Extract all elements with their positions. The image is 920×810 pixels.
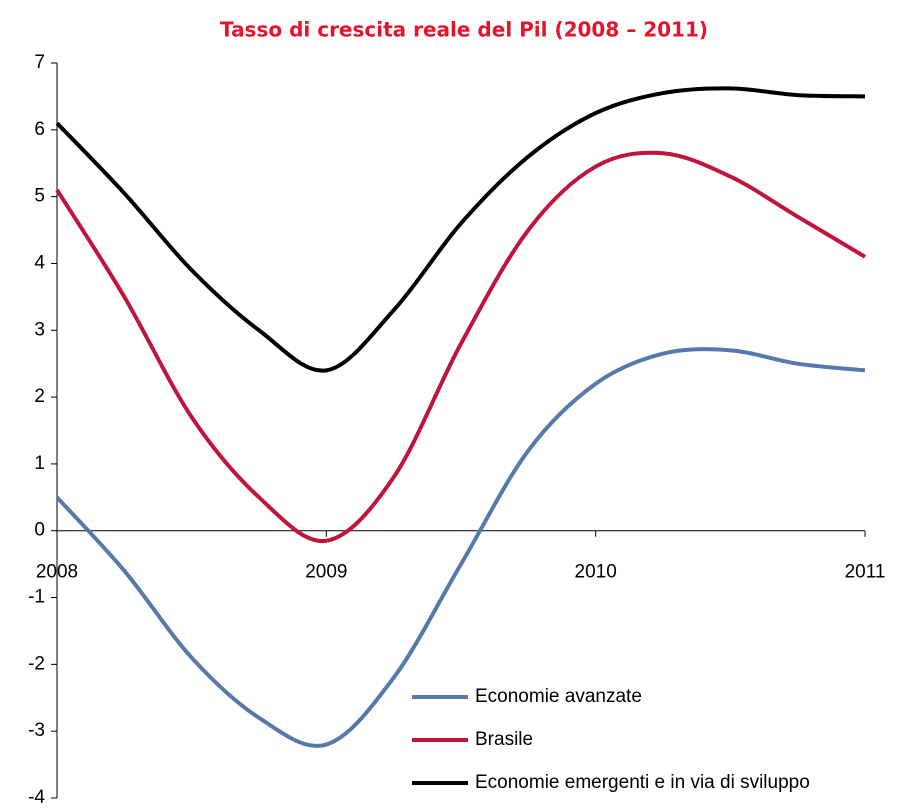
- y-tick-label: 4: [34, 252, 45, 273]
- x-tick-label: 2011: [845, 562, 886, 583]
- y-tick-label: 3: [34, 319, 45, 340]
- legend-label: Economie avanzate: [475, 686, 642, 707]
- series-line: [55, 150, 867, 543]
- y-tick-label: -4: [28, 787, 45, 808]
- x-tick-label: 2008: [36, 562, 78, 583]
- x-tick-label: 2010: [575, 562, 617, 583]
- y-tick-label: 6: [34, 119, 45, 140]
- y-tick-label: 5: [34, 186, 45, 207]
- legend-label: Economie emergenti e in via di sviluppo: [475, 772, 810, 793]
- series-line: [55, 347, 866, 748]
- y-tick-label: 7: [34, 52, 45, 73]
- chart-title: Tasso di crescita reale del Pil (2008 – …: [220, 18, 708, 42]
- series-line: [55, 86, 866, 373]
- y-tick-label: 1: [34, 453, 45, 474]
- y-tick-label: 2: [34, 386, 45, 407]
- x-tick-label: 2009: [305, 562, 347, 583]
- legend-label: Brasile: [475, 729, 533, 750]
- y-tick-label: -2: [28, 653, 45, 674]
- y-tick-label: -1: [28, 587, 45, 608]
- y-tick-label: -3: [28, 720, 45, 741]
- y-tick-label: 0: [34, 520, 45, 541]
